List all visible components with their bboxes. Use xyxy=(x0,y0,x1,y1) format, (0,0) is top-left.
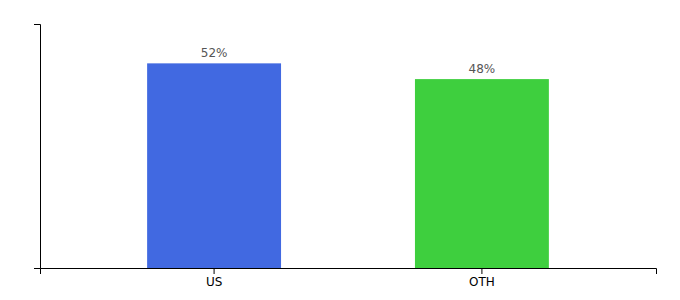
bar xyxy=(415,79,549,268)
data-labels: 52% 48% xyxy=(201,46,495,76)
chart: US OTH 52% 48% xyxy=(0,0,680,300)
x-tick-label: US xyxy=(206,275,222,289)
x-tick: OTH xyxy=(469,268,495,289)
plot: US OTH 52% 48% xyxy=(34,25,657,289)
x-tick: US xyxy=(206,268,222,289)
data-label: 52% xyxy=(201,46,228,60)
x-axis-line xyxy=(41,269,657,275)
x-tick-label: OTH xyxy=(469,275,495,289)
y-axis xyxy=(34,25,41,269)
x-tick-mark xyxy=(214,268,215,274)
data-label: 48% xyxy=(469,62,496,76)
bar xyxy=(147,63,281,268)
bars xyxy=(147,63,549,268)
y-axis-line xyxy=(34,25,41,269)
x-axis: US OTH xyxy=(41,268,657,289)
x-tick-mark xyxy=(481,268,482,274)
